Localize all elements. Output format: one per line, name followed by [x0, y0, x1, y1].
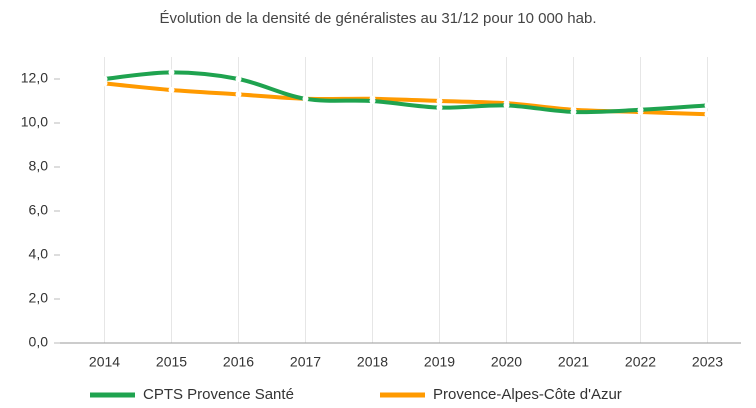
x-tick-label: 2019 — [424, 354, 455, 370]
x-tick-label: 2022 — [625, 354, 656, 370]
y-tick-label: 12,0 — [21, 70, 48, 86]
x-tick-label: 2018 — [357, 354, 388, 370]
data-point — [704, 102, 711, 109]
legend-label: CPTS Provence Santé — [143, 386, 294, 403]
data-point — [235, 76, 242, 82]
data-point — [369, 98, 376, 104]
x-tick-label: 2014 — [89, 354, 120, 370]
x-tick-label: 2020 — [491, 354, 522, 370]
data-point — [436, 98, 443, 104]
y-tick-label: 10,0 — [21, 114, 48, 130]
data-point — [168, 87, 175, 93]
y-tick-label: 2,0 — [29, 290, 49, 306]
data-point — [436, 104, 443, 111]
data-point — [101, 80, 108, 87]
y-tick-label: 4,0 — [29, 246, 49, 262]
legend-label: Provence-Alpes-Côte d'Azur — [433, 386, 622, 403]
y-tick-label: 6,0 — [29, 202, 49, 218]
data-point — [101, 76, 108, 82]
y-tick-label: 0,0 — [29, 334, 49, 350]
data-point — [704, 111, 711, 118]
y-tick-label: 8,0 — [29, 158, 49, 174]
data-point — [570, 109, 577, 115]
data-point — [302, 95, 309, 102]
data-point — [503, 102, 510, 109]
data-point — [168, 69, 175, 76]
x-tick-label: 2017 — [290, 354, 321, 370]
x-tick-label: 2023 — [692, 354, 723, 370]
x-tick-label: 2015 — [156, 354, 187, 370]
x-tick-label: 2021 — [558, 354, 589, 370]
data-point — [637, 106, 644, 113]
x-tick-label: 2016 — [223, 354, 254, 370]
series-line — [102, 70, 710, 115]
chart-title: Évolution de la densité de généralistes … — [160, 10, 597, 27]
data-point — [235, 91, 242, 98]
